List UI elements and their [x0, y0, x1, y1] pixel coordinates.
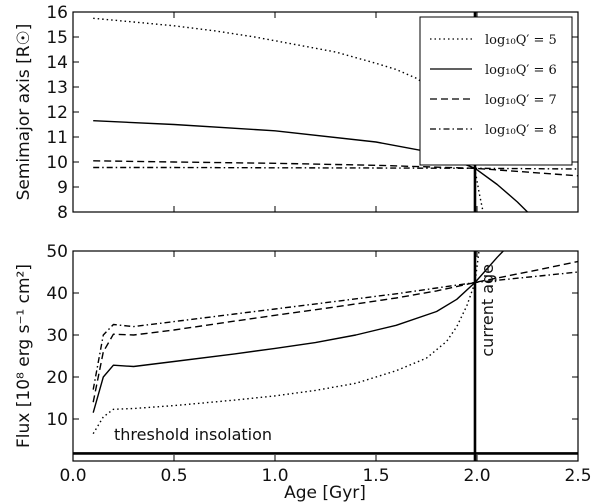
current-age-label: current age: [478, 264, 497, 357]
y-tick-label: 14: [46, 53, 68, 73]
y-tick-label: 9: [57, 178, 68, 198]
legend-label: log₁₀Q′ = 5: [485, 33, 557, 48]
x-axis: 0.0 0.5 1.0 1.5 2.0 2.5: [59, 251, 592, 486]
series-line-dashdot: [93, 166, 578, 170]
y-tick-label: 11: [46, 128, 68, 148]
top-panel: 8 9 10 11 12 13 14 15 16 Semimajor axis [R☉] log…: [14, 3, 579, 223]
legend-frame: [419, 16, 573, 166]
y-tick-label: 50: [46, 242, 68, 262]
y-tick-label: 13: [46, 78, 68, 98]
series-line-dashed: [92, 260, 578, 403]
series-line-dashed: [93, 160, 578, 177]
legend-entry: log₁₀Q′ = 5: [430, 33, 557, 48]
legend-label: log₁₀Q′ = 7: [485, 93, 557, 108]
x-tick-label: 2.0: [463, 466, 490, 486]
bottom-plot-frame: [72, 250, 579, 462]
series-line-solid: [92, 251, 504, 413]
series-line-dotted: [93, 17, 484, 212]
legend-entry: log₁₀Q′ = 6: [430, 63, 557, 78]
y-tick-label: 40: [46, 284, 68, 304]
y-tick-label: 20: [46, 368, 68, 388]
x-axis-title: Age [Gyr]: [284, 483, 366, 503]
y-tick-label: 15: [46, 28, 68, 48]
y-tick-label: 10: [46, 153, 68, 173]
legend: log₁₀Q′ = 5 log₁₀Q′ = 6 log₁₀Q′ = 7 log₁…: [419, 16, 573, 166]
top-y-axis: 8 9 10 11 12 13 14 15 16: [46, 3, 579, 223]
legend-label: log₁₀Q′ = 6: [485, 63, 557, 78]
legend-entry: log₁₀Q′ = 8: [430, 123, 557, 138]
bottom-panel: 10 20 30 40 50 0.0 0.5 1.0 1.5 2.0 2.5 Flux [10⁸ …: [14, 242, 592, 503]
x-tick-label: 1.0: [261, 466, 288, 486]
y-tick-label: 8: [57, 203, 68, 223]
x-tick-label: 0.0: [59, 466, 86, 486]
x-tick-label: 1.5: [362, 466, 389, 486]
legend-label: log₁₀Q′ = 8: [485, 123, 557, 138]
x-tick-label: 0.5: [160, 466, 187, 486]
top-y-axis-title: Semimajor axis [R☉]: [14, 24, 34, 201]
legend-entry: log₁₀Q′ = 7: [430, 93, 557, 108]
y-tick-label: 12: [46, 103, 68, 123]
y-tick-label: 10: [46, 410, 68, 430]
y-tick-label: 16: [46, 3, 68, 23]
bottom-y-axis: 10 20 30 40 50: [46, 242, 578, 430]
threshold-insolation-label: threshold insolation: [114, 425, 272, 444]
x-tick-label: 2.5: [564, 466, 591, 486]
y-tick-label: 30: [46, 326, 68, 346]
bottom-y-axis-title: Flux [10⁸ erg s⁻¹ cm²]: [14, 264, 34, 448]
